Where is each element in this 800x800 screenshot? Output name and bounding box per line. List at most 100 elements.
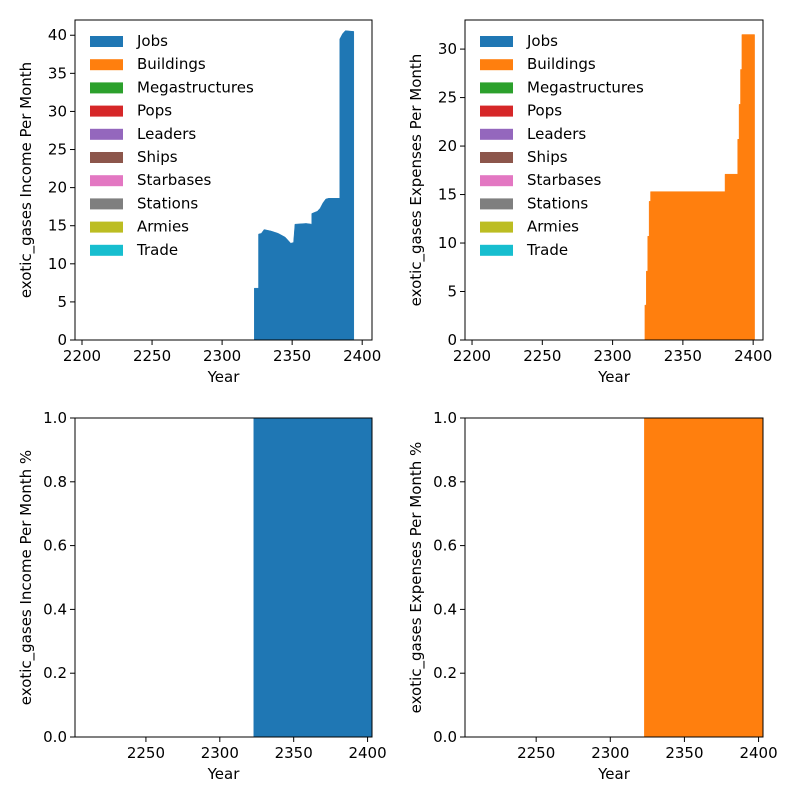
area-buildings xyxy=(472,34,755,340)
y-tick-label: 25 xyxy=(48,141,67,159)
y-tick-label: 10 xyxy=(48,255,67,273)
x-tick-label: 2300 xyxy=(203,347,241,365)
legend-label-starbases: Starbases xyxy=(527,171,602,189)
x-tick-label: 2350 xyxy=(665,744,703,762)
y-axis-label: exotic_gases Expenses Per Month xyxy=(407,54,426,307)
legend-label-jobs: Jobs xyxy=(136,32,168,50)
y-tick-label: 0.0 xyxy=(433,728,457,746)
area-jobs xyxy=(82,30,355,340)
y-tick-label: 40 xyxy=(48,26,67,44)
legend-label-starbases: Starbases xyxy=(137,171,212,189)
legend-swatch-armies xyxy=(480,221,513,233)
legend-swatch-megastructures xyxy=(90,82,123,94)
legend-label-leaders: Leaders xyxy=(527,125,586,143)
x-tick-label: 2200 xyxy=(453,347,491,365)
x-tick-label: 2250 xyxy=(127,744,165,762)
y-tick-label: 0 xyxy=(447,331,457,349)
legend-swatch-leaders xyxy=(90,128,123,140)
axes-frame xyxy=(74,417,373,738)
y-tick-label: 0.4 xyxy=(433,600,457,618)
legend-swatch-ships xyxy=(480,152,513,163)
expenses-percent-chart: 0.0 0.2 0.4 0.6 0.8 1.0 2250 2300 2350 2400 Year ex… xyxy=(407,409,778,783)
legend: Jobs Buildings Megastructures Pops Leaders Sh… xyxy=(480,32,644,259)
y-tick-label: 20 xyxy=(438,137,457,155)
legend: Jobs Buildings Megastructures Pops Leaders Sh… xyxy=(90,32,254,259)
legend-label-pops: Pops xyxy=(527,102,562,120)
y-tick-label: 0.8 xyxy=(43,473,67,491)
x-tick-label: 2200 xyxy=(63,347,101,365)
x-axis-label: Year xyxy=(597,765,631,783)
y-tick-label: 0.4 xyxy=(43,600,67,618)
x-tick-label: 2350 xyxy=(275,744,313,762)
legend-label-buildings: Buildings xyxy=(137,55,206,73)
legend-swatch-buildings xyxy=(90,59,123,71)
legend-label-trade: Trade xyxy=(136,241,178,259)
x-tick-label: 2350 xyxy=(273,347,311,365)
legend-label-megastructures: Megastructures xyxy=(137,78,254,96)
x-tick-label: 2300 xyxy=(594,347,632,365)
y-tick-label: 1.0 xyxy=(43,409,67,427)
legend-label-ships: Ships xyxy=(527,148,568,166)
x-tick-label: 2400 xyxy=(734,347,772,365)
legend-swatch-ships xyxy=(90,152,123,163)
y-tick-label: 1.0 xyxy=(433,409,457,427)
legend-swatch-jobs xyxy=(90,36,123,47)
axes-frame xyxy=(464,19,764,341)
y-tick-label: 0.6 xyxy=(433,537,457,555)
x-tick-label: 2250 xyxy=(133,347,171,365)
y-axis-label: exotic_gases Income Per Month xyxy=(17,62,36,298)
y-tick-label: 15 xyxy=(438,186,457,204)
axes-frame xyxy=(74,19,373,341)
legend-swatch-stations xyxy=(480,198,513,210)
x-tick-label: 2400 xyxy=(348,744,386,762)
legend-label-pops: Pops xyxy=(137,102,172,120)
legend-label-leaders: Leaders xyxy=(137,125,196,143)
plot-area xyxy=(472,34,755,340)
legend-label-megastructures: Megastructures xyxy=(527,78,644,96)
legend-swatch-buildings xyxy=(480,59,513,71)
legend-swatch-pops xyxy=(90,105,123,117)
legend-swatch-trade xyxy=(480,244,513,256)
income-chart: 0 5 10 15 20 25 30 35 40 2200 2250 2300 2350 2400 Year… xyxy=(17,19,381,386)
axes-frame xyxy=(464,417,764,738)
legend-swatch-jobs xyxy=(480,36,513,47)
legend-label-jobs: Jobs xyxy=(526,32,558,50)
legend-swatch-starbases xyxy=(90,175,123,187)
legend-label-trade: Trade xyxy=(526,241,568,259)
x-tick-label: 2300 xyxy=(201,744,239,762)
y-tick-label: 0.6 xyxy=(43,537,67,555)
legend-swatch-pops xyxy=(480,105,513,117)
legend-swatch-stations xyxy=(90,198,123,210)
y-tick-label: 20 xyxy=(48,179,67,197)
x-tick-label: 2400 xyxy=(343,347,381,365)
y-tick-label: 0.0 xyxy=(43,728,67,746)
x-axis-label: Year xyxy=(597,368,631,386)
y-tick-label: 15 xyxy=(48,217,67,235)
y-tick-label: 10 xyxy=(438,234,457,252)
x-tick-label: 2250 xyxy=(517,744,555,762)
legend-swatch-armies xyxy=(90,221,123,233)
expenses-chart: 0 5 10 15 20 25 30 2200 2250 2300 2350 2400 Year exot… xyxy=(407,19,772,386)
x-axis-label: Year xyxy=(207,368,241,386)
y-tick-label: 0.8 xyxy=(433,473,457,491)
legend-label-buildings: Buildings xyxy=(527,55,596,73)
plot-area xyxy=(644,418,763,737)
y-axis-label: exotic_gases Expenses Per Month % xyxy=(407,442,426,714)
x-tick-label: 2350 xyxy=(664,347,702,365)
y-tick-label: 30 xyxy=(438,40,457,58)
legend-label-armies: Armies xyxy=(137,218,189,236)
y-tick-label: 0.2 xyxy=(43,664,67,682)
legend-label-ships: Ships xyxy=(137,148,178,166)
y-tick-label: 30 xyxy=(48,102,67,120)
x-tick-label: 2250 xyxy=(523,347,561,365)
x-tick-label: 2400 xyxy=(739,744,777,762)
legend-swatch-megastructures xyxy=(480,82,513,94)
y-axis-label: exotic_gases Income Per Month % xyxy=(17,450,36,705)
area-jobs xyxy=(253,418,372,737)
legend-label-stations: Stations xyxy=(137,194,198,212)
legend-label-armies: Armies xyxy=(527,218,579,236)
y-tick-label: 5 xyxy=(447,283,457,301)
x-tick-label: 2300 xyxy=(591,744,629,762)
area-buildings xyxy=(644,418,763,737)
